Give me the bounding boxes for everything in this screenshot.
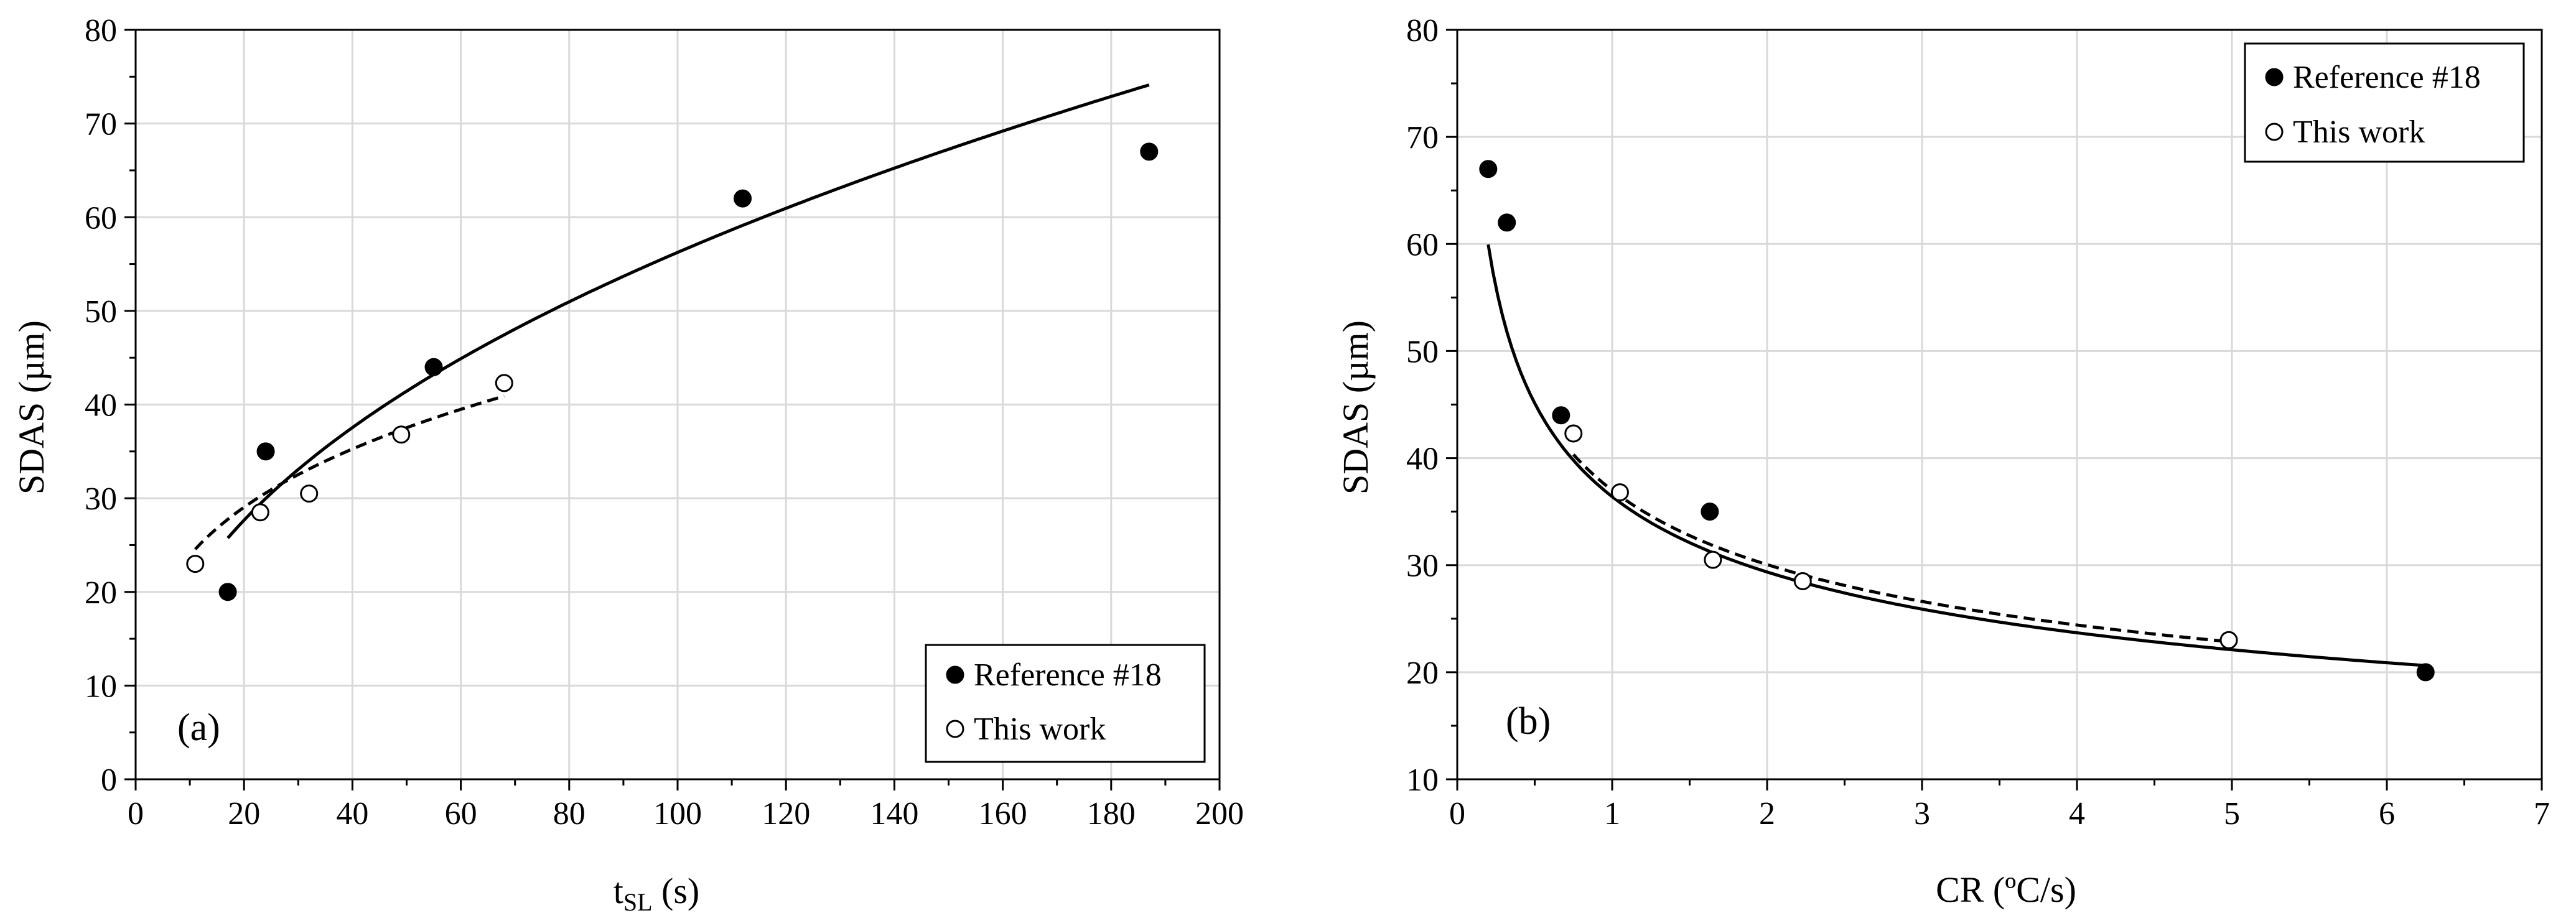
panel-b-x-tick-label: 1 <box>1604 796 1620 832</box>
panel-b-x-tick-label: 6 <box>2379 796 2395 832</box>
panel-a-label: (a) <box>177 707 220 749</box>
panel-b-x-tick-label: 3 <box>1914 796 1930 832</box>
panel-b-chart: 0 1 2 3 4 5 6 7 10 20 30 40 50 60 70 80 SDAS (µm) CR (º… <box>1335 13 2550 910</box>
panel-a-point-this-work <box>495 374 513 392</box>
panel-a-x-tick-label: 60 <box>445 796 477 832</box>
panel-b-point-reference <box>1552 406 1570 425</box>
panel-a-x-tick-label: 0 <box>128 796 144 832</box>
panel-b-point-this-work <box>1610 483 1629 502</box>
panel-a-legend-marker-reference <box>946 665 964 684</box>
panel-a-x-tick-label: 20 <box>228 796 260 832</box>
panel-b-legend-label-this-work: This work <box>2293 114 2425 150</box>
panel-a-x-tick-label: 180 <box>1087 796 1136 832</box>
panel-b-point-reference <box>1701 503 1719 521</box>
panel-a-point-this-work <box>186 555 205 573</box>
panel-a-y-tick-label: 10 <box>85 669 117 704</box>
panel-b-fit-line-this-work <box>1572 453 2229 644</box>
panel-a-y-tick-label: 40 <box>85 388 117 424</box>
panel-b-point-reference <box>1498 213 1516 232</box>
panel-a-data-points <box>186 142 1159 601</box>
panel-b-xlabel: CR (ºC/s) <box>1936 869 2076 910</box>
panel-a-y-tick-label: 30 <box>85 481 117 517</box>
panel-a-x-tick-label: 200 <box>1195 796 1244 832</box>
panel-b-x-tick-label: 7 <box>2534 796 2550 832</box>
panel-b-y-tick-label: 70 <box>1406 120 1439 155</box>
panel-a-x-tick-label: 160 <box>979 796 1027 832</box>
panel-a-x-tick-label: 100 <box>653 796 702 832</box>
panel-a-point-reference <box>734 189 752 208</box>
panel-a-ylabel: SDAS (µm) <box>11 320 52 494</box>
panel-a-point-reference <box>1140 142 1159 161</box>
panel-a-x-tick-label: 120 <box>762 796 810 832</box>
panel-a-legend-label-this-work: This work <box>974 711 1106 747</box>
panel-b-y-tick-label: 80 <box>1406 13 1439 49</box>
panel-b-x-tick-label: 2 <box>1759 796 1775 832</box>
panel-b-legend-label-reference: Reference #18 <box>2293 60 2481 95</box>
panel-a-point-this-work <box>251 503 269 522</box>
panel-b-legend-marker-this-work <box>2265 123 2284 141</box>
panel-b-y-tick-label: 10 <box>1406 762 1439 798</box>
panel-b-y-tick-label: 60 <box>1406 227 1439 262</box>
panel-a-legend-box <box>925 644 1206 763</box>
panel-a-xlabel-suffix: (s) <box>653 871 700 911</box>
panel-a-fit-line-reference <box>226 83 1150 539</box>
panel-a-fit-line-this-work <box>194 394 505 550</box>
panel-b-x-tick-label: 5 <box>2224 796 2240 832</box>
panel-a-point-reference <box>218 583 237 601</box>
panel-a-y-tick-label: 60 <box>85 200 117 236</box>
panel-b-x-tick-label: 0 <box>1449 796 1465 832</box>
panel-b-point-reference <box>2416 663 2435 682</box>
panel-a-point-this-work <box>300 484 319 503</box>
panel-b-ylabel: SDAS (µm) <box>1335 320 1376 494</box>
panel-b-axes: 0 1 2 3 4 5 6 7 10 20 30 40 50 60 70 80 <box>1406 13 2550 832</box>
panel-b-label: (b) <box>1506 700 1551 743</box>
panel-b-y-tick-label: 50 <box>1406 334 1439 369</box>
panel-a-axes: 0 20 40 60 80 100 120 140 160 180 200 0 10 20 30 40 50 60… <box>85 13 1244 832</box>
panel-a-legend-label-reference: Reference #18 <box>974 657 1162 693</box>
panel-b-fit-lines <box>1486 244 2426 667</box>
panel-b-y-tick-label: 20 <box>1406 656 1439 691</box>
panel-a-x-tick-label: 80 <box>553 796 586 832</box>
panel-b-x-tick-label: 4 <box>2069 796 2085 832</box>
panel-a-xlabel-main: t <box>614 871 623 911</box>
panel-a-xlabel: tSL (s) <box>614 871 700 913</box>
panel-b-y-tick-label: 30 <box>1406 549 1439 584</box>
panel-a-x-tick-label: 140 <box>870 796 918 832</box>
panel-b-fit-line-reference <box>1486 244 2426 667</box>
panel-b-point-this-work <box>2219 631 2238 649</box>
panel-a-y-tick-label: 20 <box>85 575 117 611</box>
panel-b-y-tick-label: 40 <box>1406 442 1439 477</box>
panel-b-point-this-work <box>1704 550 1722 569</box>
panel-b-legend-marker-reference <box>2265 68 2284 86</box>
panel-a-chart: 0 20 40 60 80 100 120 140 160 180 200 0 10 20 30 40 50 60… <box>11 13 1244 913</box>
panel-a-legend-marker-this-work <box>946 720 964 738</box>
panel-b-data-points <box>1479 160 2435 682</box>
panel-a-point-this-work <box>392 425 411 444</box>
panel-a-legend: Reference #18 This work <box>925 644 1206 763</box>
panel-a-y-tick-label: 70 <box>85 107 117 142</box>
panel-a-fit-lines <box>194 83 1150 550</box>
panel-b-point-this-work <box>1793 572 1812 591</box>
panel-a-y-tick-label: 0 <box>101 762 117 798</box>
panel-a-point-reference <box>424 358 443 376</box>
panel-a-x-tick-label: 40 <box>336 796 368 832</box>
panel-b-point-reference <box>1479 160 1498 178</box>
panel-a-y-tick-label: 80 <box>85 13 117 49</box>
panel-b-legend: Reference #18 This work <box>2244 42 2525 163</box>
panel-a-xlabel-subscript: SL <box>623 888 653 913</box>
panel-b-point-this-work <box>1564 424 1583 443</box>
panel-b-legend-box <box>2244 42 2525 163</box>
panel-a-y-tick-label: 50 <box>85 294 117 330</box>
panel-a-point-reference <box>256 442 275 461</box>
